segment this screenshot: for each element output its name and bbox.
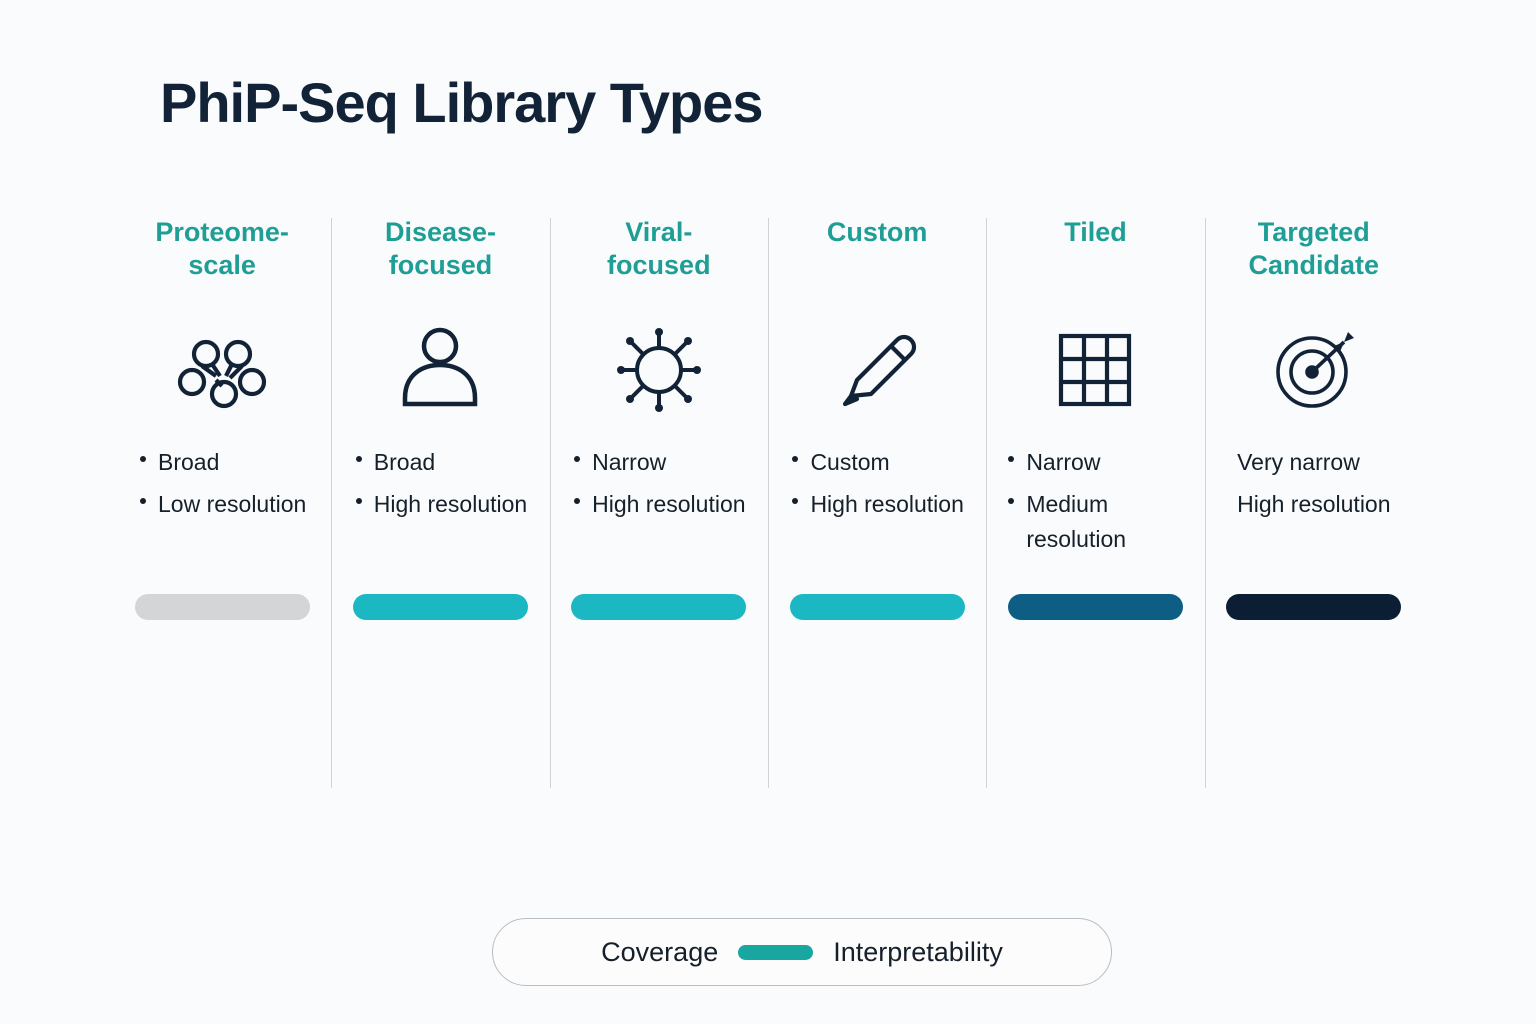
legend-swatch-icon <box>738 945 813 960</box>
column-tags: Custom High resolution <box>790 445 963 528</box>
coverage-bar <box>1226 594 1401 620</box>
legend-right-label: Interpretability <box>833 937 1003 968</box>
column-tags: Very narrow High resolution <box>1237 445 1390 528</box>
infographic-page: PhiP-Seq Library Types Proteome- scale <box>0 0 1536 1024</box>
column-tiled: Tiled Narrow Medium resolution <box>986 212 1204 630</box>
legend-box: Coverage Interpretability <box>492 918 1112 986</box>
coverage-bar <box>571 594 746 620</box>
page-title: PhiP-Seq Library Types <box>160 70 762 135</box>
column-title: Viral- focused <box>607 216 711 291</box>
column-title: Targeted Candidate <box>1249 216 1380 291</box>
legend-left-label: Coverage <box>601 937 718 968</box>
coverage-bar <box>1008 594 1183 620</box>
column-disease-focused: Disease- focused Broad High resolution <box>331 212 549 630</box>
virus-icon <box>604 315 714 425</box>
column-title: Tiled <box>1064 216 1127 291</box>
column-tags: Narrow Medium resolution <box>1006 445 1184 564</box>
pencil-icon <box>822 315 932 425</box>
column-title: Proteome- scale <box>155 216 289 291</box>
column-tags: Broad Low resolution <box>138 445 306 528</box>
column-viral-focused: Viral- focused <box>550 212 768 630</box>
column-title: Custom <box>827 216 928 291</box>
column-custom: Custom Custom High resolution <box>768 212 986 630</box>
target-icon <box>1259 315 1369 425</box>
column-proteome-scale: Proteome- scale Broad <box>113 212 331 630</box>
column-tags: Narrow High resolution <box>572 445 745 528</box>
coverage-bar <box>135 594 310 620</box>
person-icon <box>385 315 495 425</box>
column-title: Disease- focused <box>385 216 496 291</box>
columns-container: Proteome- scale Broad <box>113 212 1423 630</box>
grid-icon <box>1040 315 1150 425</box>
molecule-icon <box>167 315 277 425</box>
coverage-bar <box>790 594 965 620</box>
column-tags: Broad High resolution <box>354 445 527 528</box>
column-targeted-candidate: Targeted Candidate Very narrow High reso… <box>1205 212 1423 630</box>
coverage-bar <box>353 594 528 620</box>
